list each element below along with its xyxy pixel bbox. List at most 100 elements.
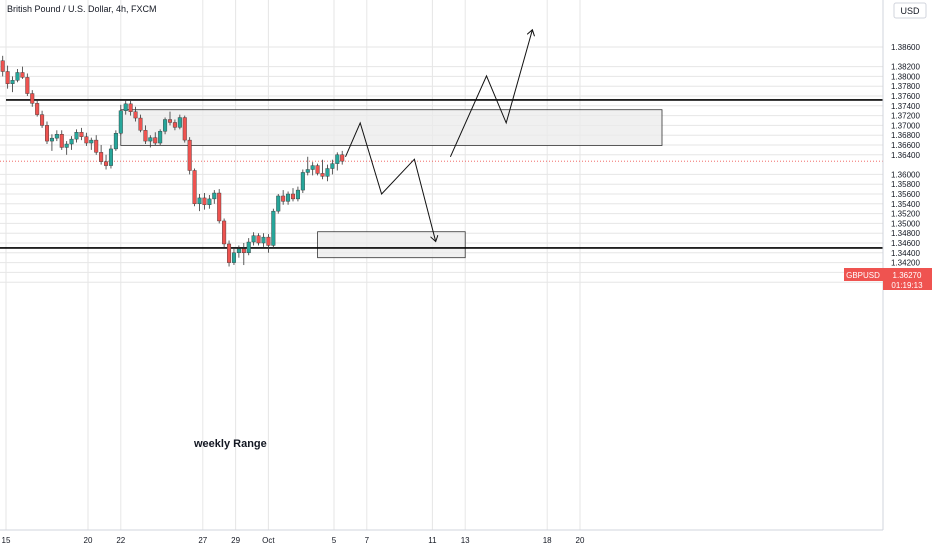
candle bbox=[256, 233, 261, 246]
candle-down bbox=[0, 60, 5, 72]
candle-up bbox=[231, 252, 236, 263]
candle bbox=[143, 125, 148, 145]
candle-up bbox=[246, 241, 251, 254]
candles bbox=[0, 55, 345, 267]
candle bbox=[276, 194, 281, 214]
candle bbox=[222, 218, 227, 248]
candle-down bbox=[266, 236, 271, 246]
x-tick-label: 20 bbox=[576, 536, 585, 545]
candle bbox=[251, 232, 256, 246]
candle-down bbox=[138, 117, 143, 131]
y-tick-label: 1.35000 bbox=[891, 219, 920, 228]
candle bbox=[20, 66, 25, 79]
candle-up bbox=[49, 137, 54, 142]
y-tick-label: 1.37200 bbox=[891, 112, 920, 121]
candle-up bbox=[74, 132, 79, 140]
symbol-tag-bg bbox=[844, 268, 883, 281]
candle bbox=[133, 106, 138, 122]
weekly-range-label: weekly Range bbox=[193, 438, 267, 450]
candle-up bbox=[108, 148, 113, 166]
candle bbox=[30, 90, 35, 107]
x-tick-label: 22 bbox=[116, 536, 125, 545]
candle-down bbox=[291, 193, 296, 200]
candle-up bbox=[305, 169, 310, 173]
price-tag-price: 1.36270 bbox=[893, 271, 922, 280]
candle-up bbox=[310, 165, 315, 170]
candle bbox=[192, 168, 197, 207]
candle bbox=[0, 55, 5, 77]
candle bbox=[281, 190, 286, 205]
candle bbox=[138, 114, 143, 133]
candle bbox=[295, 186, 300, 202]
candle bbox=[158, 129, 163, 145]
candle bbox=[300, 169, 305, 194]
candle bbox=[271, 208, 276, 248]
weekly-range-zone bbox=[317, 231, 466, 259]
x-tick-label: 5 bbox=[332, 536, 337, 545]
candle bbox=[113, 130, 118, 151]
x-tick-label: Oct bbox=[262, 536, 275, 545]
candle bbox=[340, 150, 345, 165]
candle bbox=[40, 110, 45, 128]
y-tick-label: 1.35200 bbox=[891, 210, 920, 219]
candle-down bbox=[202, 197, 207, 205]
candle bbox=[153, 132, 158, 145]
candle-down bbox=[143, 130, 148, 142]
currency-button-bg[interactable] bbox=[893, 2, 927, 19]
candle bbox=[64, 141, 69, 155]
candle-down bbox=[59, 134, 64, 148]
candle-down bbox=[35, 103, 40, 115]
candle bbox=[74, 129, 79, 143]
projection-up-path bbox=[449, 30, 532, 158]
resistance-zone bbox=[120, 109, 663, 146]
y-tick-label: 1.34800 bbox=[891, 229, 920, 238]
candle bbox=[5, 65, 10, 89]
currency-button[interactable]: USD bbox=[893, 2, 927, 19]
candle-down bbox=[99, 152, 104, 162]
y-tick-label: 1.34200 bbox=[891, 259, 920, 268]
candle-down bbox=[340, 154, 345, 162]
candle-down bbox=[153, 137, 158, 144]
candle bbox=[315, 163, 320, 176]
y-tick-label: 1.37800 bbox=[891, 82, 920, 91]
price-tag-countdown: 01:19:13 bbox=[891, 281, 923, 290]
candle bbox=[69, 136, 74, 150]
candle-up bbox=[286, 193, 291, 202]
candle-down bbox=[172, 122, 177, 128]
x-tick-label: 29 bbox=[231, 536, 240, 545]
candle bbox=[291, 188, 296, 202]
currency-button-label[interactable]: USD bbox=[900, 6, 920, 16]
candle bbox=[172, 119, 177, 131]
candle bbox=[10, 76, 15, 93]
y-tick-label: 1.38000 bbox=[891, 72, 920, 81]
levels bbox=[0, 99, 883, 249]
candle-up bbox=[163, 119, 168, 132]
candle bbox=[330, 159, 335, 175]
x-tick-label: 11 bbox=[428, 536, 437, 545]
candle-down bbox=[25, 77, 30, 94]
candle bbox=[241, 243, 246, 266]
x-tick-label: 15 bbox=[2, 536, 11, 545]
candle bbox=[25, 73, 30, 96]
candle bbox=[163, 117, 168, 135]
price-tag-bg bbox=[883, 268, 932, 290]
candle bbox=[197, 194, 202, 212]
candle-down bbox=[222, 220, 227, 245]
symbol-tag-text: GBPUSD bbox=[846, 271, 880, 280]
candle bbox=[227, 240, 232, 267]
y-tick-label: 1.37400 bbox=[891, 102, 920, 111]
candle bbox=[104, 154, 109, 170]
candle bbox=[89, 137, 94, 150]
y-tick-label: 1.38200 bbox=[891, 63, 920, 72]
candle bbox=[217, 189, 222, 224]
candle bbox=[182, 115, 187, 143]
y-tick-label: 1.34400 bbox=[891, 249, 920, 258]
candle-up bbox=[335, 154, 340, 164]
candle bbox=[325, 164, 330, 182]
y-tick-label: 1.37600 bbox=[891, 92, 920, 101]
candle-up bbox=[236, 248, 241, 254]
candle-up bbox=[148, 137, 153, 142]
y-tick-label: 1.35400 bbox=[891, 200, 920, 209]
